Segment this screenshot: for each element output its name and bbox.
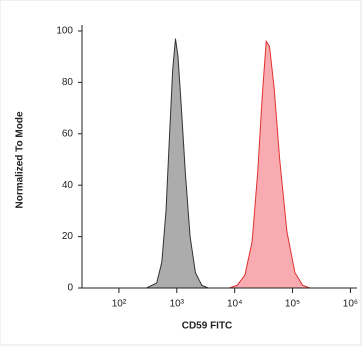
y-tick-label: 60 (62, 128, 74, 139)
y-tick-label: 0 (67, 283, 73, 294)
x-tick-label: 10² (112, 299, 127, 310)
x-axis-label: CD59 FITC (182, 321, 233, 332)
x-tick-label: 10³ (170, 299, 185, 310)
y-tick-label: 20 (62, 231, 74, 242)
y-tick-label: 80 (62, 77, 74, 88)
y-axis-label: Normalized To Mode (15, 111, 26, 208)
y-tick-label: 40 (62, 180, 74, 191)
histogram-area (146, 38, 209, 289)
histogram-area (228, 39, 311, 289)
y-tick-label: 100 (56, 26, 73, 37)
x-tick-label: 10⁴ (227, 299, 242, 310)
x-tick-label: 10⁵ (285, 299, 300, 310)
x-tick-label: 10⁶ (343, 299, 358, 310)
